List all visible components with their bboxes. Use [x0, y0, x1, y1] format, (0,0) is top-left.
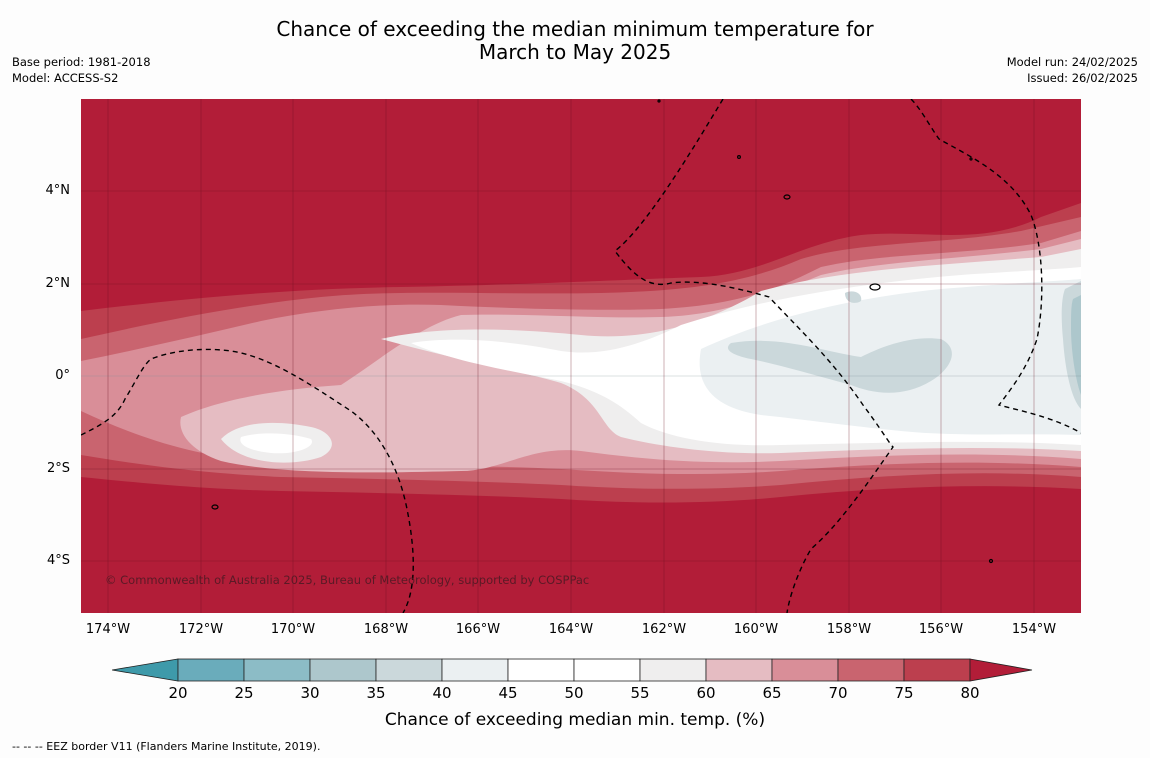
colorbar-tick-80: 80	[960, 684, 980, 702]
lat-label-0: 0°	[55, 368, 70, 383]
colorbar-box-10	[771, 658, 839, 682]
eez-borders	[81, 99, 1081, 613]
colorbar-box-11	[837, 658, 905, 682]
meta-left: Base period: 1981-2018 Model: ACCESS-S2	[12, 54, 151, 86]
lon-label-164w: 164°W	[548, 622, 594, 637]
colorbar-tick-30: 30	[300, 684, 320, 702]
lat-label-4s: 4°S	[46, 553, 70, 568]
model-run: Model run: 24/02/2025	[1006, 55, 1138, 69]
map-panel: © Commonwealth of Australia 2025, Bureau…	[81, 99, 1081, 613]
island-3	[736, 154, 741, 159]
title-line-2: March to May 2025	[478, 40, 672, 64]
colorbar-tick-50: 50	[564, 684, 584, 702]
eez-border-west	[81, 348, 414, 613]
colorbar-box-12	[903, 658, 971, 682]
colorbar-tick-35: 35	[366, 684, 386, 702]
lon-label-174w: 174°W	[85, 622, 131, 637]
colorbar-box-1	[177, 658, 245, 682]
base-period: Base period: 1981-2018	[12, 55, 151, 69]
colorbar-box-7	[573, 658, 641, 682]
lon-label-154w: 154°W	[1011, 622, 1057, 637]
islands	[211, 99, 994, 564]
lon-label-156w: 156°W	[918, 622, 964, 637]
island-2	[211, 504, 219, 510]
band-35	[727, 281, 1081, 409]
colorbar-tick-40: 40	[432, 684, 452, 702]
colorbar-tick-45: 45	[498, 684, 518, 702]
lat-label-2n: 2°N	[45, 276, 71, 291]
colorbar-tick-60: 60	[696, 684, 716, 702]
colorbar-arrow-high	[969, 658, 1033, 682]
lat-label-4n: 4°N	[45, 183, 71, 198]
eez-border-east	[910, 99, 1081, 434]
lon-label-172w: 172°W	[178, 622, 224, 637]
map-title: Chance of exceeding the median minimum t…	[0, 18, 1150, 64]
lon-label-160w: 160°W	[733, 622, 779, 637]
graticule	[81, 99, 1081, 613]
lon-label-170w: 170°W	[270, 622, 316, 637]
band-30	[1071, 295, 1081, 395]
colorbar-box-4	[375, 658, 443, 682]
colorbar-tick-25: 25	[234, 684, 254, 702]
colorbar-tick-20: 20	[168, 684, 188, 702]
model-name: Model: ACCESS-S2	[12, 71, 119, 85]
lon-label-162w: 162°W	[641, 622, 687, 637]
title-line-1: Chance of exceeding the median minimum t…	[276, 17, 874, 41]
lat-label-2s: 2°S	[46, 461, 70, 476]
colorbar-label: Chance of exceeding median min. temp. (%…	[384, 710, 766, 730]
colorbar-tick-75: 75	[894, 684, 914, 702]
colorbar-box-3	[309, 658, 377, 682]
colorbar-tick-65: 65	[762, 684, 782, 702]
colorbar-box-2	[243, 658, 311, 682]
island-1	[783, 194, 791, 200]
colorbar-box-8	[639, 658, 707, 682]
eez-border-central	[614, 99, 894, 613]
colorbar-tick-70: 70	[828, 684, 848, 702]
eez-footnote: -- -- -- EEZ border V11 (Flanders Marine…	[12, 740, 321, 753]
colorbar-tick-55: 55	[630, 684, 650, 702]
lon-label-168w: 168°W	[363, 622, 409, 637]
issued-date: Issued: 26/02/2025	[1027, 71, 1138, 85]
island-kiritimati	[869, 283, 881, 291]
colorbar-box-6	[507, 658, 575, 682]
colorbar-segments	[112, 658, 1033, 682]
colorbar-arrow-low	[112, 658, 179, 682]
lon-label-158w: 158°W	[826, 622, 872, 637]
colorbar-box-5	[441, 658, 509, 682]
meta-right: Model run: 24/02/2025 Issued: 26/02/2025	[1007, 54, 1138, 86]
map-contours	[81, 99, 1081, 613]
lon-label-166w: 166°W	[455, 622, 501, 637]
colorbar	[112, 658, 1033, 682]
colorbar-box-9	[705, 658, 773, 682]
copyright-credit: © Commonwealth of Australia 2025, Bureau…	[105, 573, 590, 587]
island-4	[657, 99, 661, 103]
island-6	[988, 558, 994, 564]
island-5	[969, 157, 973, 161]
